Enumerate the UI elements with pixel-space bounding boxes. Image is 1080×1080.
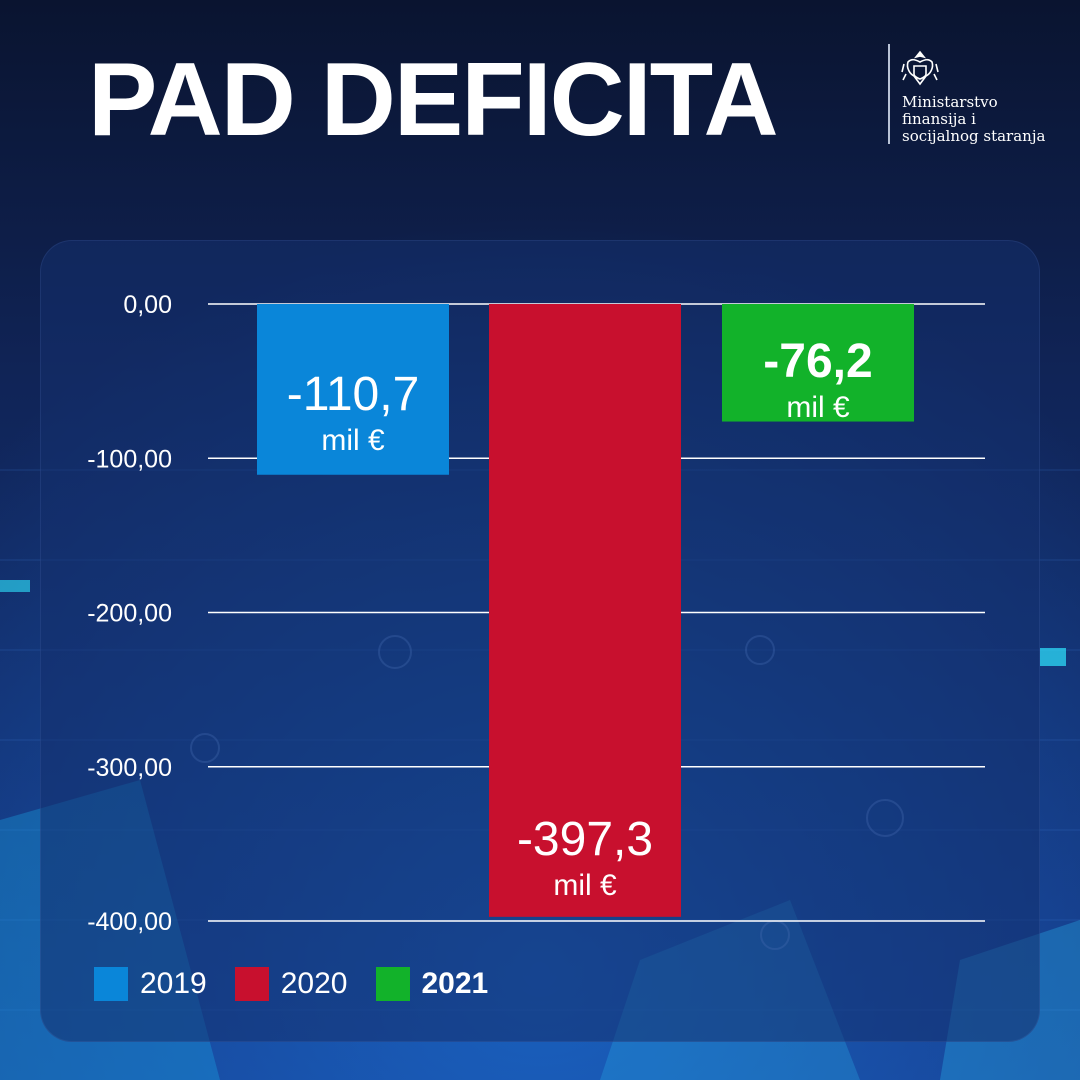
- legend-item: 2019: [94, 967, 207, 1001]
- data-label-unit: mil €: [321, 424, 385, 457]
- bar-2020: [489, 304, 681, 917]
- y-tick-label: -200,00: [87, 600, 172, 628]
- data-label-unit: mil €: [553, 869, 617, 902]
- y-tick-label: -100,00: [87, 445, 172, 473]
- data-label-value: -76,2: [763, 335, 872, 388]
- montenegro-coat-of-arms-icon: [901, 50, 939, 86]
- y-tick-label: -400,00: [87, 908, 172, 936]
- logo-divider: [888, 44, 890, 144]
- y-tick-label: -300,00: [87, 754, 172, 782]
- legend-item: 2021: [375, 967, 489, 1001]
- chart-legend: 2019 2020 2021: [94, 966, 516, 1002]
- legend-swatch: [375, 967, 410, 1001]
- ministry-name: Ministarstvo finansija i socijalnog star…: [902, 94, 1045, 145]
- legend-swatch: [94, 967, 128, 1001]
- legend-label: 2019: [140, 967, 207, 1000]
- legend-swatch: [234, 967, 269, 1001]
- ministry-logo: Ministarstvo finansija i socijalnog star…: [888, 44, 1068, 146]
- bar-2019: [257, 304, 449, 475]
- data-label-unit: mil €: [786, 391, 850, 424]
- ministry-name-line-2: finansija i: [902, 110, 976, 128]
- legend-label: 2021: [421, 967, 489, 1000]
- data-label-value: -397,3: [517, 813, 653, 866]
- ministry-name-line-3: socijalnog staranja: [902, 127, 1046, 145]
- legend-item: 2020: [234, 967, 348, 1001]
- bar-2021: [722, 304, 914, 422]
- y-tick-label: 0,00: [123, 291, 172, 319]
- ministry-name-line-1: Ministarstvo: [902, 93, 998, 111]
- page-title: PAD DEFICITA: [88, 42, 779, 158]
- legend-label: 2020: [280, 967, 348, 1000]
- data-label-value: -110,7: [287, 368, 420, 421]
